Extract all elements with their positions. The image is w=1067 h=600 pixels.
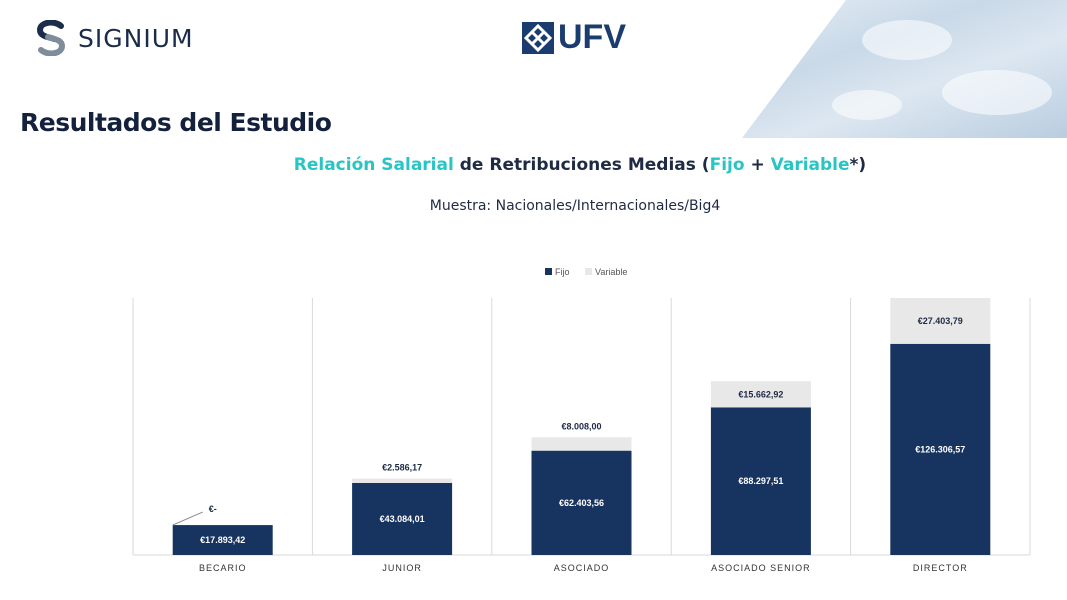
legend-label: Variable [595, 267, 627, 277]
legend-label: Fijo [555, 267, 570, 277]
leader-line [172, 511, 203, 526]
signium-mark-icon [36, 20, 66, 56]
bar-fijo [890, 343, 991, 555]
ufv-mark-icon [522, 21, 554, 54]
ufv-wordmark: UFV [558, 18, 626, 56]
data-label-variable: €2.586,17 [382, 463, 422, 473]
data-label-fijo: €126.306,57 [915, 444, 965, 454]
chart-title-part: de Retribuciones Medias ( [453, 155, 710, 175]
category-label: JUNIOR [382, 563, 422, 573]
bar-fijo [172, 525, 273, 555]
data-label-variable: €15.662,92 [738, 389, 783, 399]
chart-title-part: Variable [770, 155, 850, 175]
category-label: ASOCIADO [554, 563, 610, 573]
category-label: DIRECTOR [913, 563, 968, 573]
chart-title: Relación Salarial de Retribuciones Media… [0, 155, 1067, 175]
signium-logo: SIGNIUM [34, 20, 194, 56]
data-label-fijo: €17.893,42 [200, 535, 245, 545]
page-title: Resultados del Estudio [20, 108, 332, 137]
data-label-variable: €- [209, 504, 217, 514]
bar-variable [890, 298, 991, 344]
bar-fijo [531, 450, 632, 555]
data-label-variable: €27.403,79 [918, 316, 963, 326]
chart-title-part: Relación Salarial [293, 155, 454, 175]
ufv-logo: UFV [522, 18, 626, 57]
chart-subtitle: Muestra: Nacionales/Internacionales/Big4 [429, 198, 721, 214]
legend-swatch [585, 268, 592, 275]
chart-title-part: + [744, 155, 771, 175]
signium-wordmark: SIGNIUM [78, 23, 194, 53]
bar-fijo [710, 407, 811, 555]
bar-fijo [352, 482, 453, 555]
data-label-variable: €8.008,00 [561, 421, 601, 431]
data-label-fijo: €88.297,51 [738, 476, 783, 486]
bar-variable [352, 478, 453, 483]
category-label: BECARIO [199, 563, 247, 573]
bar-variable [531, 437, 632, 451]
stacked-bar-chart: Fijo Variable €17.893,42 €- BECARIO €43.084,0… [132, 267, 1031, 573]
legend-swatch [545, 268, 552, 275]
sky-banner [742, 0, 1067, 138]
chart-title-part: Fijo [709, 155, 745, 175]
bar-variable [710, 381, 811, 408]
chart-title-part: *) [849, 155, 867, 175]
data-label-fijo: €43.084,01 [380, 514, 425, 524]
data-label-fijo: €62.403,56 [559, 498, 604, 508]
category-label: ASOCIADO SENIOR [711, 563, 811, 573]
